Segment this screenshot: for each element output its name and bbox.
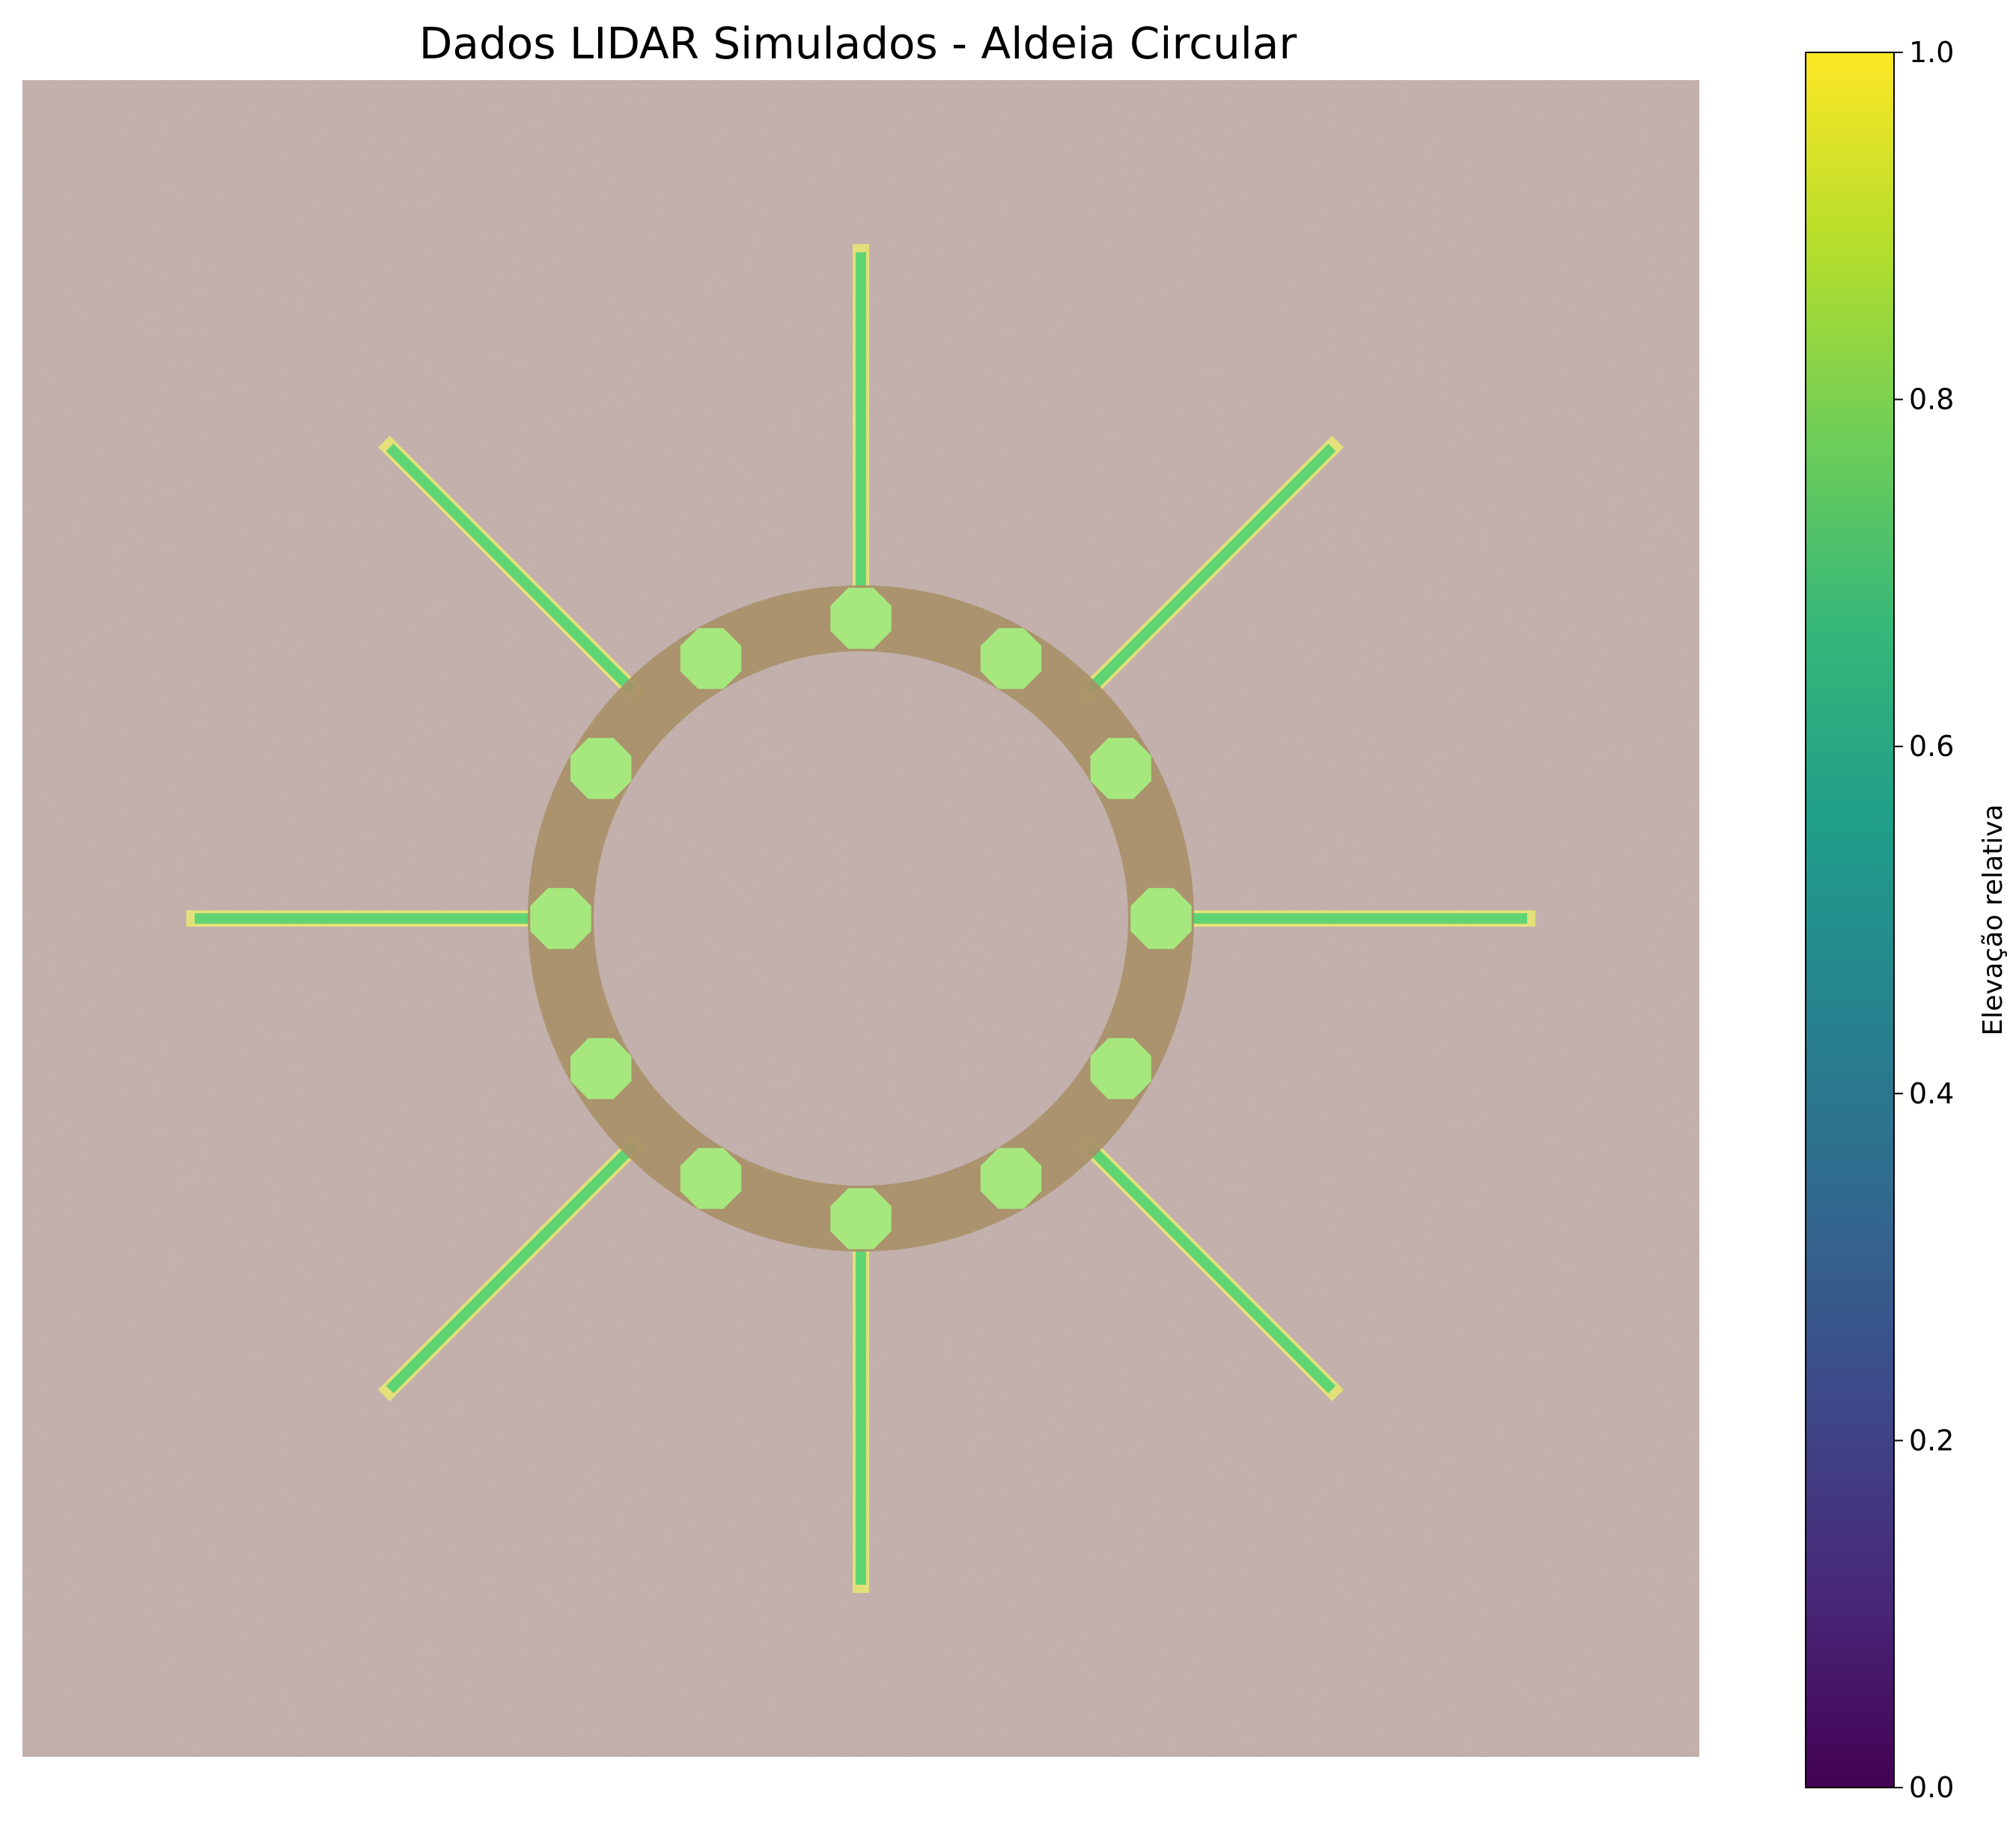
colorbar-tick-label: 0.8 xyxy=(1909,383,1954,416)
radial-path xyxy=(386,1142,637,1394)
colorbar-ticks: 0.0 0.2 0.4 0.6 0.8 1.0 xyxy=(1894,36,1954,1804)
radial-path xyxy=(1085,443,1336,695)
house-mound xyxy=(680,628,742,689)
colorbar-tick-label: 0.6 xyxy=(1909,730,1954,763)
colorbar: 0.0 0.2 0.4 0.6 0.8 1.0 Elevação relativa xyxy=(1805,36,2009,1804)
house-mound xyxy=(980,628,1042,689)
house-mound xyxy=(680,1148,742,1209)
house-mound xyxy=(1090,1038,1151,1100)
radial-paths xyxy=(186,244,1535,1593)
colorbar-tick-label: 0.0 xyxy=(1909,1771,1954,1804)
radial-path xyxy=(386,443,637,695)
house-mound xyxy=(570,737,632,799)
colorbar-label: Elevação relativa xyxy=(1978,804,2009,1035)
house-mound xyxy=(530,888,591,949)
colorbar-tick-label: 1.0 xyxy=(1909,36,1954,69)
house-mound xyxy=(570,1038,632,1100)
house-mounds xyxy=(530,588,1192,1249)
house-mound xyxy=(830,1188,892,1249)
house-mound xyxy=(830,588,892,649)
radial-path xyxy=(1085,1142,1336,1394)
house-mound xyxy=(1090,737,1151,799)
colorbar-tick-label: 0.4 xyxy=(1909,1077,1954,1110)
chart-title: Dados LIDAR Simulados - Aldeia Circular xyxy=(419,18,1297,69)
house-mound xyxy=(980,1148,1042,1209)
colorbar-tick-label: 0.2 xyxy=(1909,1424,1954,1457)
colorbar-gradient xyxy=(1805,52,1895,1788)
house-mound xyxy=(1130,888,1192,949)
lidar-heatmap xyxy=(22,80,1699,1757)
